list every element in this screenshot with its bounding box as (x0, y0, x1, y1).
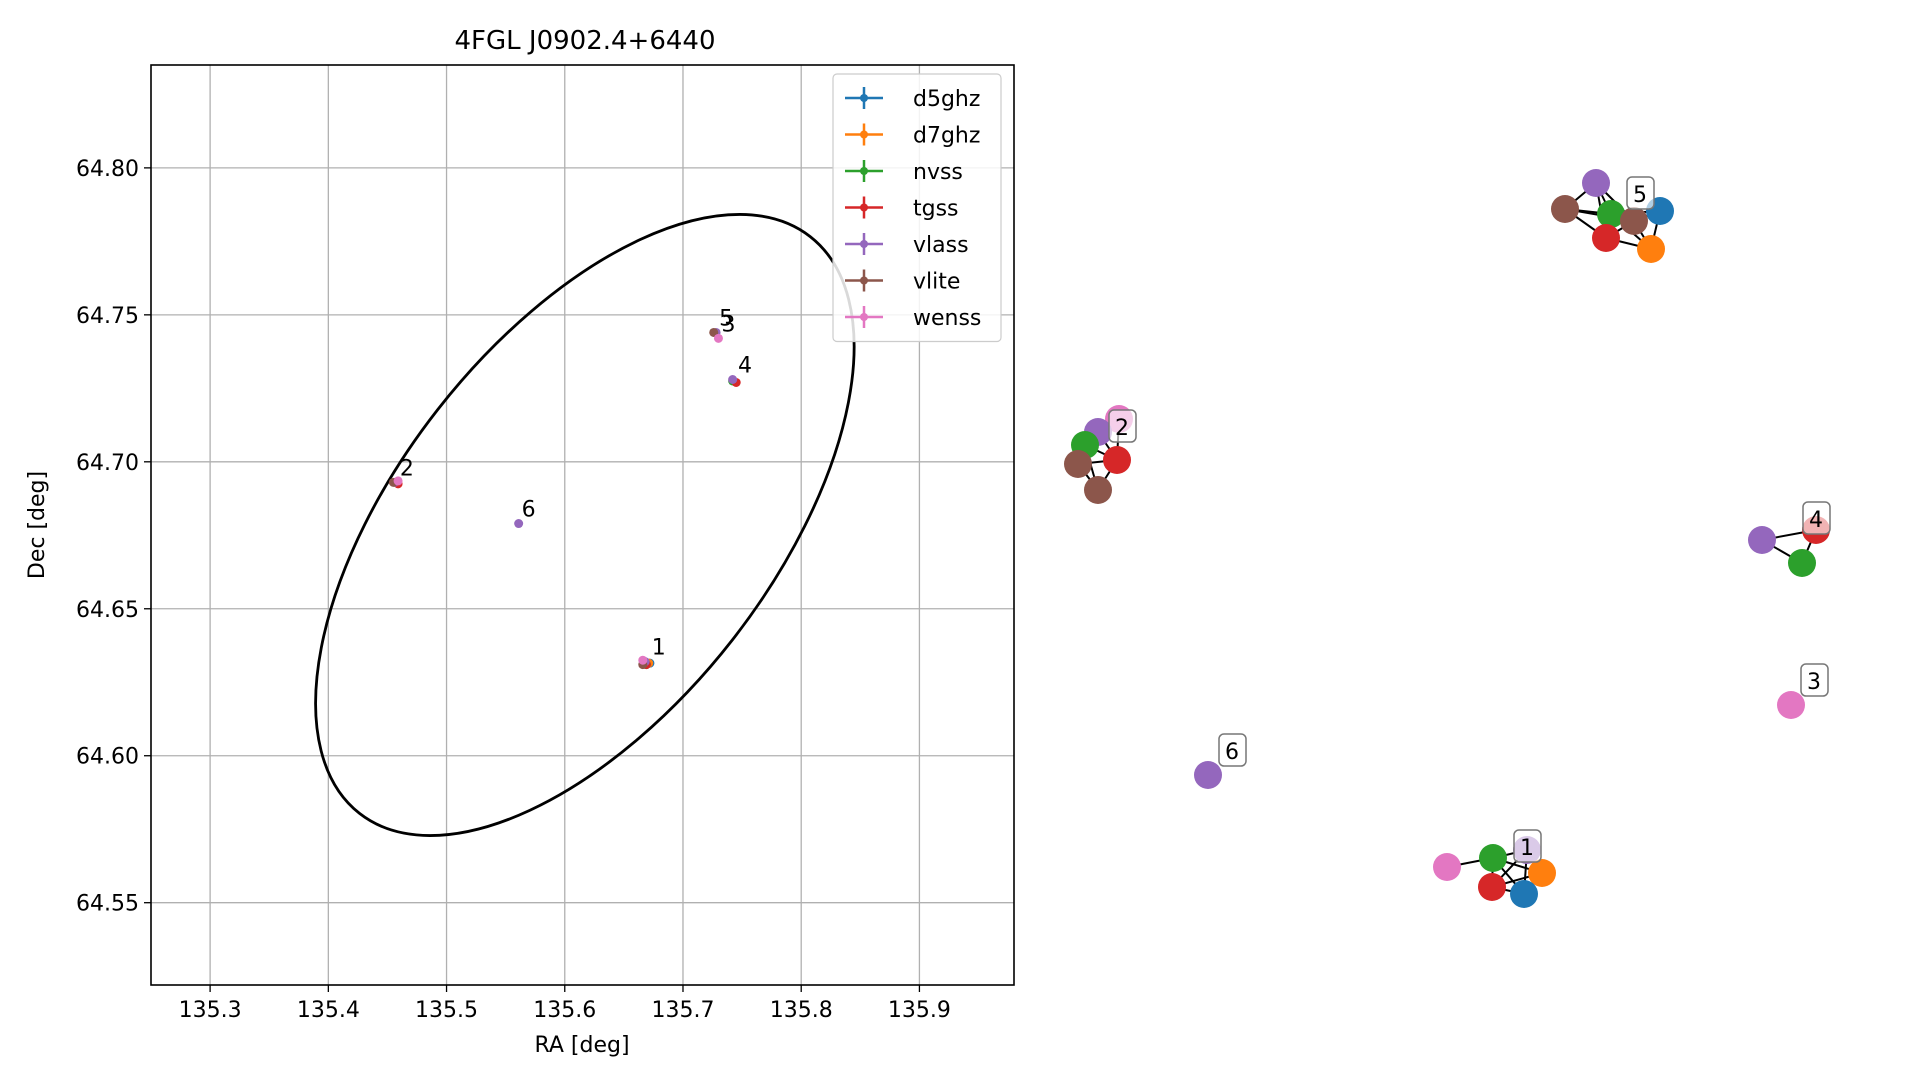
y-tick-label: 64.75 (76, 304, 139, 329)
network-node-nvss (1597, 200, 1625, 228)
annotation-label: 1 (652, 636, 666, 661)
annotation-label: 6 (522, 498, 536, 523)
legend-label: vlite (913, 270, 960, 295)
y-tick-label: 64.70 (76, 451, 139, 476)
network-label-box (1218, 733, 1247, 767)
network-node-vlite (1551, 195, 1579, 223)
legend-label: nvss (913, 160, 963, 185)
legend-label: vlass (913, 233, 969, 258)
legend-entry-d7ghz: d7ghz (845, 123, 980, 149)
y-tick-label: 64.55 (76, 892, 139, 917)
annotation-label: 4 (738, 354, 752, 379)
network-label: 6 (1225, 740, 1239, 765)
data-point-vlass (514, 519, 524, 529)
network-node-wenss (1777, 691, 1805, 719)
x-tick-label: 135.6 (533, 998, 596, 1023)
legend-entry-tgss: tgss (845, 196, 959, 222)
legend-marker (860, 313, 868, 321)
legend-marker (860, 240, 868, 248)
x-axis-ticks: 135.3 135.4 135.5 135.6 135.7 135.8 135.9 (179, 985, 951, 1023)
network-panel: 5 2 4 3 6 1 (1064, 169, 1831, 908)
legend-entry-nvss: nvss (845, 160, 963, 185)
x-tick-label: 135.3 (179, 998, 242, 1023)
y-axis-label: Dec [deg] (25, 471, 50, 579)
network-node-wenss (1433, 853, 1461, 881)
network-label-box (1626, 176, 1655, 210)
y-tick-label: 64.60 (76, 745, 139, 770)
x-tick-label: 135.7 (651, 998, 714, 1023)
data-point-wenss (713, 333, 723, 343)
legend-label: d5ghz (913, 87, 980, 112)
annotation-label: 2 (400, 456, 414, 481)
network-label: 4 (1809, 508, 1823, 533)
network-node-d7ghz (1528, 859, 1556, 887)
network-nodes (1064, 169, 1830, 908)
legend-entry-vlass: vlass (845, 233, 969, 258)
y-tick-label: 64.65 (76, 598, 139, 623)
network-node-tgss (1592, 224, 1620, 252)
network-node-tgss (1478, 873, 1506, 901)
data-points (388, 327, 741, 670)
legend-marker (860, 276, 868, 285)
legend-marker (860, 167, 868, 175)
legend-entry-vlite: vlite (845, 269, 960, 295)
legend-label: wenss (913, 306, 981, 331)
x-axis-label: RA [deg] (534, 1033, 629, 1058)
chart-title: 4FGL J0902.4+6440 (455, 26, 716, 56)
scatter-panel: 4FGL J0902.4+6440 1 2 345 6 135.3 135.4 135.5… (25, 26, 1015, 1058)
network-label: 1 (1520, 836, 1534, 861)
network-node-nvss (1788, 549, 1816, 577)
x-tick-label: 135.4 (297, 998, 360, 1023)
x-tick-label: 135.8 (770, 998, 833, 1023)
network-label-box (1800, 663, 1829, 697)
network-node-vlass (1194, 761, 1222, 789)
network-label-box (1108, 409, 1137, 443)
legend-entry-d5ghz: d5ghz (845, 87, 980, 112)
legend-label: d7ghz (913, 124, 980, 149)
network-node-vlite (1084, 476, 1112, 504)
annotation-label: 5 (719, 307, 733, 332)
annotation-label: 3 (721, 312, 735, 337)
network-edges (1077, 182, 1817, 895)
legend-box (832, 73, 1002, 343)
network-node-vlite (1620, 207, 1648, 235)
network-label-box (1802, 501, 1831, 535)
error-ellipse (314, 213, 856, 837)
source-annotations: 1 2 345 6 (400, 307, 752, 661)
network-label: 3 (1807, 670, 1821, 695)
network-node-vlass (1748, 526, 1776, 554)
network-node-nvss (1479, 844, 1507, 872)
network-label-box (1513, 829, 1542, 863)
plot-frame (150, 64, 1015, 986)
data-point-wenss (638, 655, 648, 665)
y-tick-label: 64.80 (76, 157, 139, 182)
network-label: 2 (1115, 416, 1129, 441)
x-tick-label: 135.5 (415, 998, 478, 1023)
x-tick-label: 135.9 (888, 998, 951, 1023)
y-axis-ticks: 64.55 64.60 64.65 64.70 64.75 64.80 (76, 157, 151, 917)
network-label: 5 (1633, 183, 1647, 208)
legend-entry-wenss: wenss (845, 306, 981, 331)
network-node-tgss (1103, 446, 1131, 474)
legend-marker (860, 203, 868, 212)
network-node-d5ghz (1510, 880, 1538, 908)
data-point-vlass (728, 375, 738, 385)
data-point-wenss (393, 476, 403, 486)
legend-marker (860, 130, 868, 139)
legend: d5ghz d7ghz nvss tgss vlass vlite wenss (832, 73, 1002, 343)
error-ellipse-layer (314, 213, 856, 837)
network-node-d7ghz (1637, 235, 1665, 263)
network-node-vlite (1064, 450, 1092, 478)
network-labels: 5 2 4 3 6 1 (1108, 176, 1831, 863)
network-node-vlass (1582, 169, 1610, 197)
legend-marker (860, 94, 868, 102)
legend-label: tgss (913, 197, 959, 222)
